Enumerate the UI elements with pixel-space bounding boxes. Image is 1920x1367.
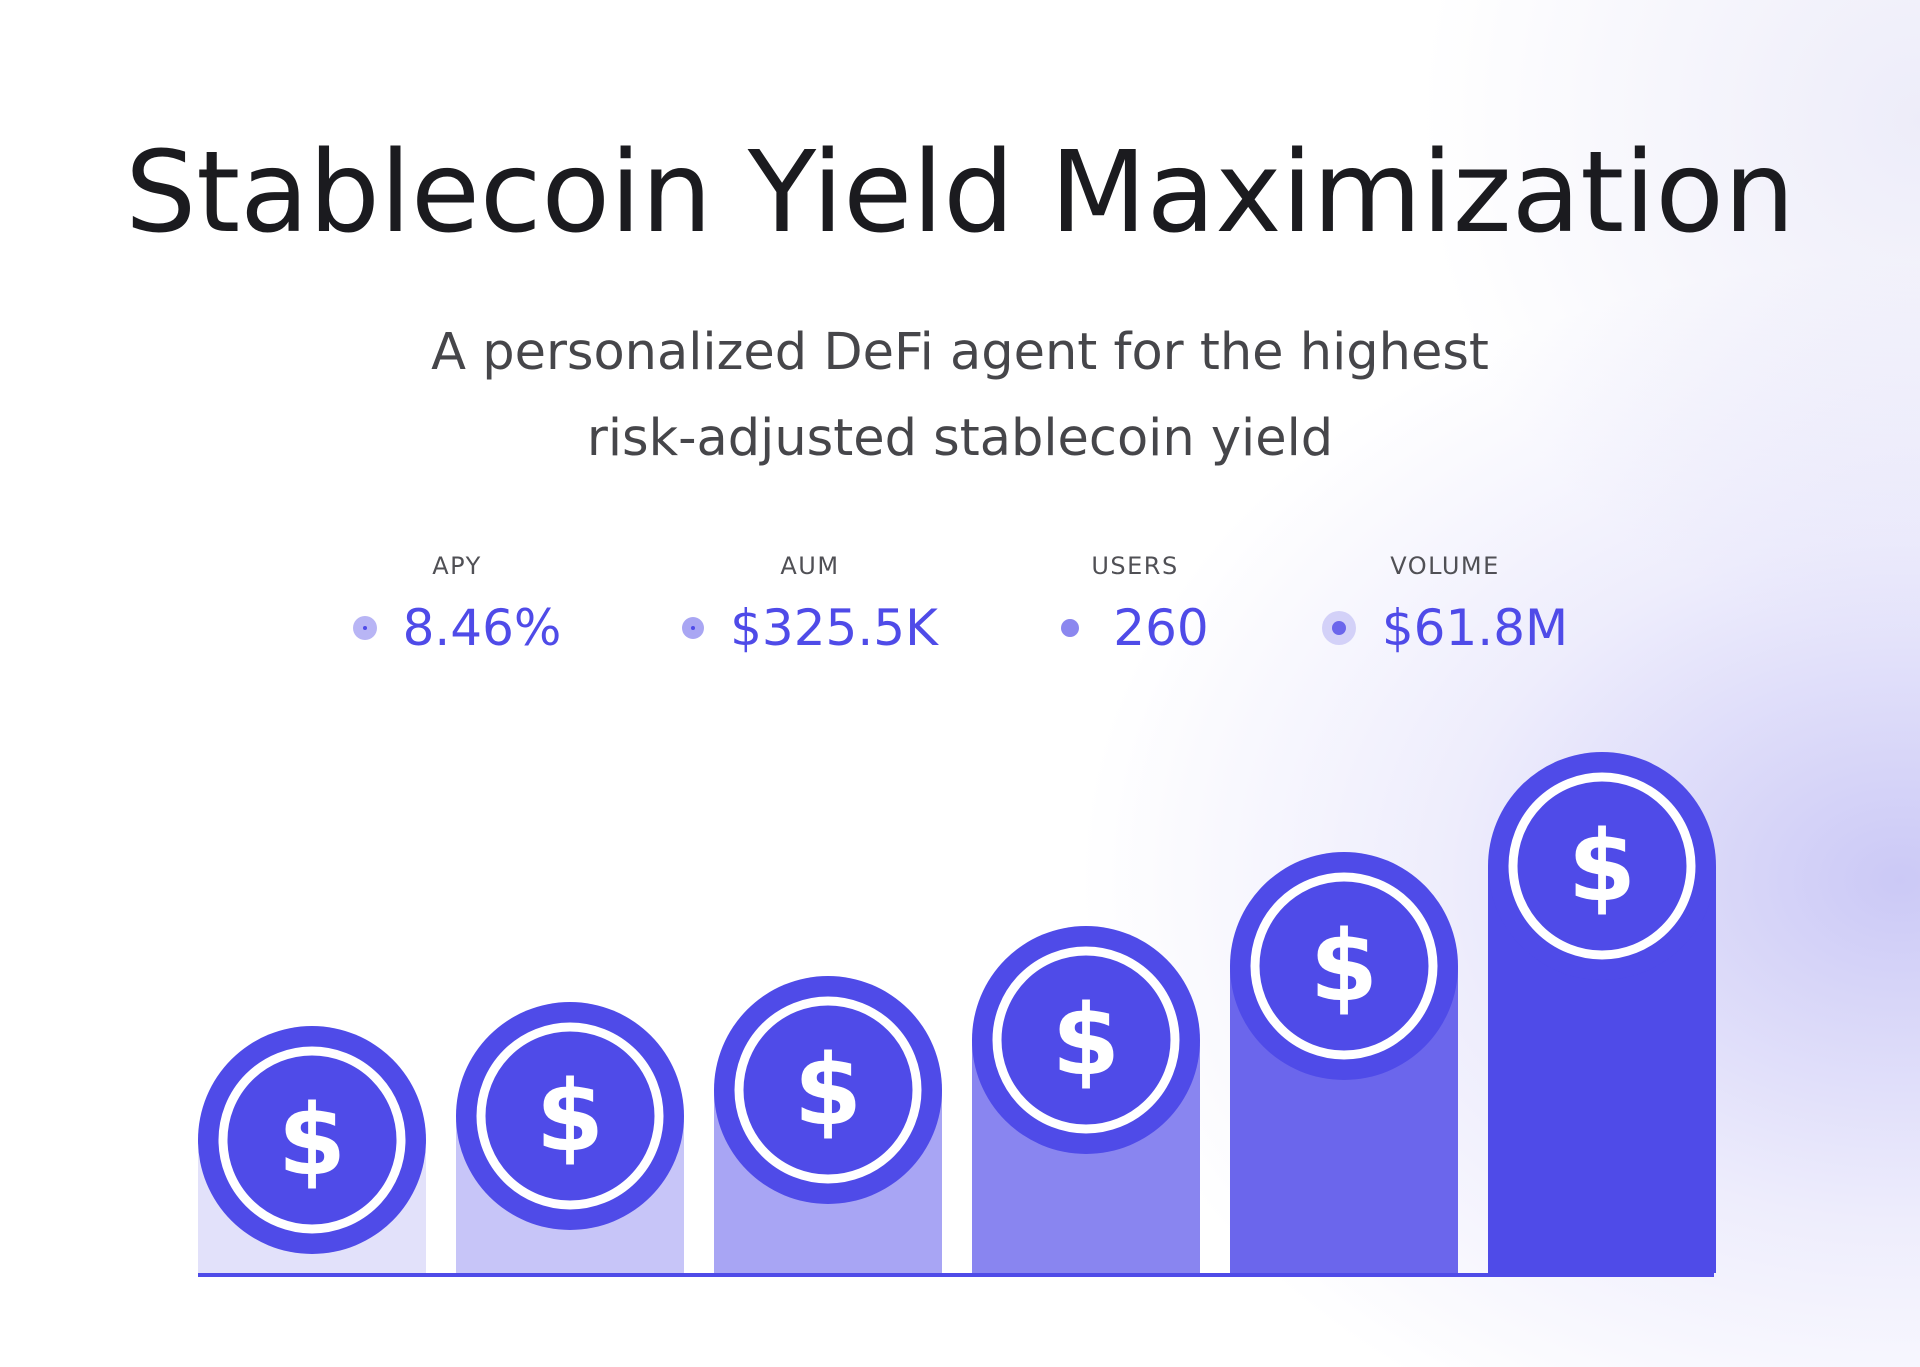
aum-dot-icon xyxy=(682,617,705,639)
dollar-sign-icon: $ xyxy=(278,1084,346,1198)
dollar-coin-icon: $ xyxy=(456,1002,684,1230)
users-dot-icon xyxy=(1061,619,1080,637)
step-3: $ xyxy=(714,976,942,1273)
subtitle-line-1: A personalized DeFi agent for the highes… xyxy=(431,323,1489,382)
volume-dot-icon xyxy=(1321,611,1356,645)
dollar-coin-icon: $ xyxy=(1230,852,1458,1080)
step-1: $ xyxy=(198,1026,426,1273)
page-title: Stablecoin Yield Maximization xyxy=(125,128,1795,258)
step-5: $ xyxy=(1230,852,1458,1273)
stat-volume: VOLUME $61.8M xyxy=(1245,548,1645,658)
stat-aum: AUM $325.5K xyxy=(610,548,1010,658)
stat-users-value: 260 xyxy=(1113,599,1209,657)
dollar-coin-icon: $ xyxy=(972,926,1200,1154)
dollar-sign-icon: $ xyxy=(1052,984,1120,1098)
dollar-sign-icon: $ xyxy=(1568,810,1636,924)
stat-volume-label: VOLUME xyxy=(1390,552,1500,580)
stat-apy-label: APY xyxy=(432,552,482,580)
stat-aum-value: $325.5K xyxy=(730,599,938,657)
dollar-sign-icon: $ xyxy=(536,1060,604,1174)
stat-aum-label: AUM xyxy=(780,552,840,580)
apy-dot-icon xyxy=(352,616,377,640)
page-subtitle: A personalized DeFi agent for the highes… xyxy=(360,310,1560,482)
dollar-sign-icon: $ xyxy=(1310,910,1378,1024)
step-6: $ xyxy=(1488,752,1716,1273)
step-4: $ xyxy=(972,926,1200,1273)
dollar-coin-icon: $ xyxy=(198,1026,426,1254)
subtitle-line-2: risk-adjusted stablecoin yield xyxy=(586,409,1334,468)
stat-users: USERS 260 xyxy=(935,548,1335,658)
dollar-coin-icon: $ xyxy=(714,976,942,1204)
dollar-sign-icon: $ xyxy=(794,1034,862,1148)
stat-apy-value: 8.46% xyxy=(402,599,562,657)
dollar-coin-icon: $ xyxy=(1488,752,1716,980)
stat-users-label: USERS xyxy=(1091,552,1179,580)
stat-apy: APY 8.46% xyxy=(257,548,657,658)
step-2: $ xyxy=(456,1002,684,1273)
stat-volume-value: $61.8M xyxy=(1381,599,1569,657)
